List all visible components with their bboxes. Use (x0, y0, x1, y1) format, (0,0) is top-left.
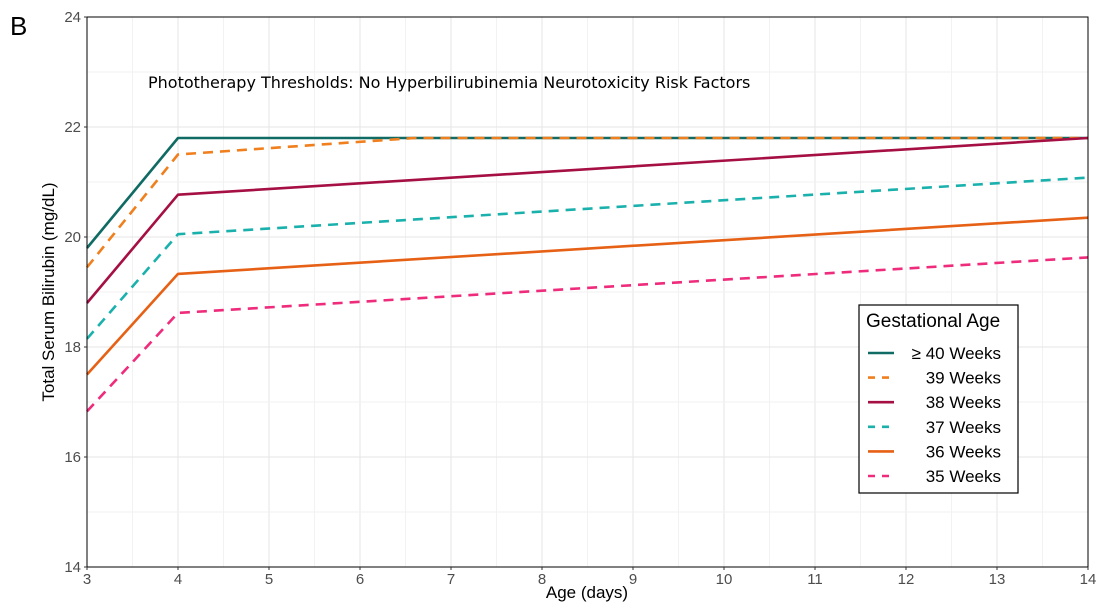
legend-label: ≥ 40 Weeks (912, 344, 1001, 363)
x-tick-label: 5 (265, 571, 273, 588)
y-tick-label: 20 (64, 229, 81, 246)
y-tick-label: 22 (64, 119, 81, 136)
x-tick-label: 9 (629, 571, 637, 588)
x-tick-label: 12 (898, 571, 915, 588)
y-tick-label: 14 (64, 559, 81, 576)
series-line (85, 136, 1088, 269)
legend-items: ≥ 40 Weeks 39 Weeks 38 Weeks 37 Weeks 36 Wee… (868, 344, 1001, 486)
panel-label: B (10, 11, 27, 41)
x-tick-label: 14 (1080, 571, 1097, 588)
series-lines (85, 136, 1089, 413)
x-axis-title: Age (days) (546, 583, 628, 602)
x-tick-label: 7 (447, 571, 455, 588)
series-line (86, 216, 1089, 376)
annotation-text: Phototherapy Thresholds: No Hyperbilirub… (148, 73, 750, 92)
plot-border (86, 16, 1089, 568)
series-line (86, 176, 1089, 340)
y-tick-label: 16 (64, 449, 81, 466)
legend: Gestational Age ≥ 40 Weeks 39 Weeks 38 Wee… (858, 304, 1019, 494)
legend-box (858, 304, 1019, 494)
legend-label: 35 Weeks (926, 467, 1001, 486)
tick-labels: 3 4 5 6 7 8 9 10 11 12 13 14 14 16 18 20 22 24 (64, 9, 1096, 588)
y-tick-label: 24 (64, 9, 81, 26)
x-tick-label: 10 (716, 571, 733, 588)
x-tick-label: 13 (989, 571, 1006, 588)
x-tick-label: 8 (538, 571, 546, 588)
y-tick-label: 18 (64, 339, 81, 356)
series-line (86, 136, 1089, 304)
legend-label: 37 Weeks (926, 418, 1001, 437)
legend-label: 38 Weeks (926, 393, 1001, 412)
legend-label: 39 Weeks (926, 369, 1001, 388)
legend-title: Gestational Age (866, 311, 1000, 332)
legend-label: 36 Weeks (926, 442, 1001, 461)
x-tick-label: 3 (83, 571, 91, 588)
x-tick-label: 11 (807, 571, 823, 588)
y-axis-title: Total Serum Bilirubin (mg/dL) (39, 182, 58, 401)
x-tick-label: 4 (174, 571, 182, 588)
x-tick-label: 6 (356, 571, 364, 588)
